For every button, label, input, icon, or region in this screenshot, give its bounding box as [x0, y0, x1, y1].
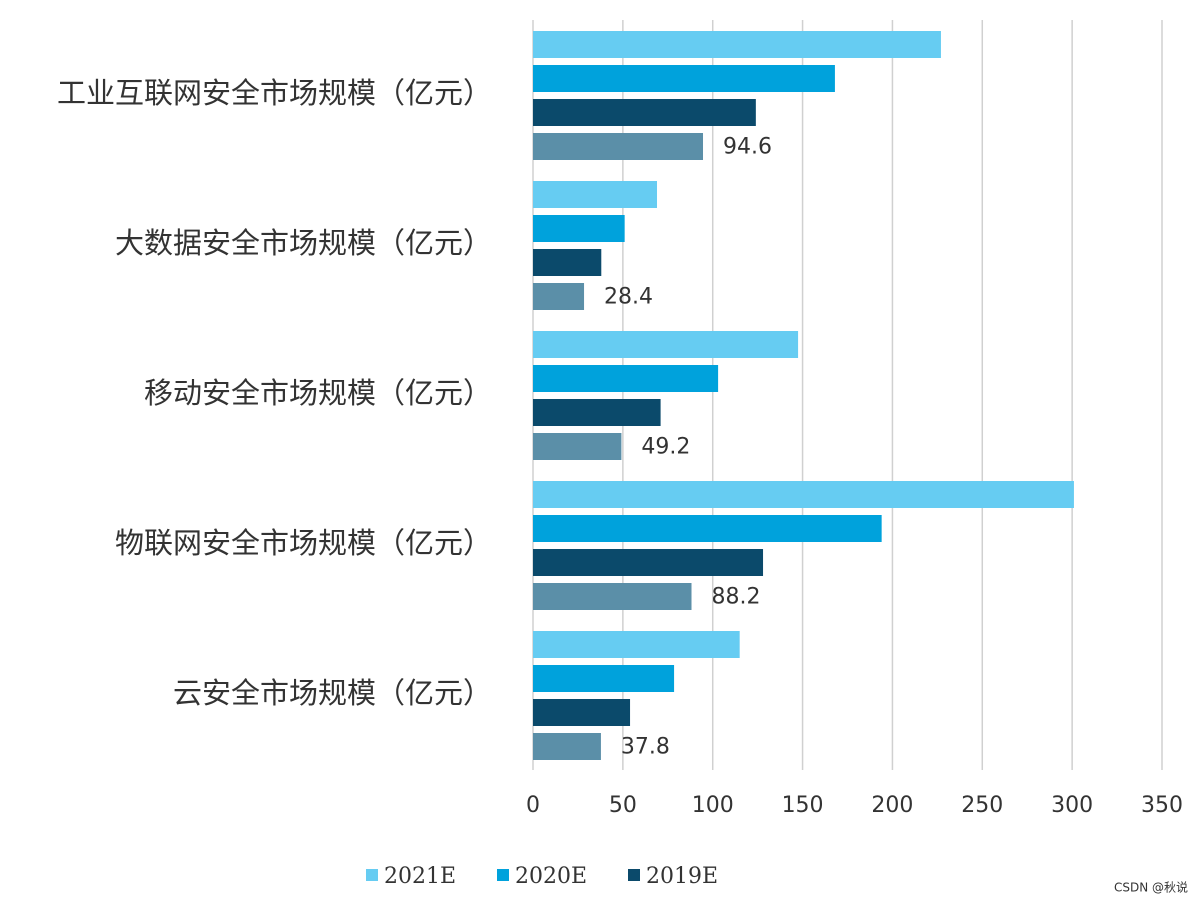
bar: [533, 699, 631, 726]
bar: [533, 583, 692, 610]
legend-swatch: [628, 869, 640, 881]
category-label: 移动安全市场规模（亿元）: [144, 376, 492, 410]
value-label: 28.4: [604, 285, 653, 310]
value-label: 37.8: [621, 735, 670, 760]
bar: [533, 99, 756, 126]
bar: [533, 31, 941, 58]
bar: [533, 631, 740, 658]
bar: [533, 481, 1074, 508]
bar: [533, 283, 585, 310]
value-label: 94.6: [723, 135, 772, 160]
category-label: 云安全市场规模（亿元）: [173, 676, 492, 710]
value-label: 49.2: [641, 435, 690, 460]
bar: [533, 331, 799, 358]
legend-label: 2019E: [646, 864, 718, 889]
legend-label: 2020E: [515, 864, 587, 889]
bar: [533, 249, 602, 276]
x-tick-label: 200: [871, 793, 913, 818]
bar: [533, 181, 658, 208]
category-label: 工业互联网安全市场规模（亿元）: [57, 76, 492, 110]
bar: [533, 665, 675, 692]
bar: [533, 133, 704, 160]
x-tick-label: 150: [782, 793, 824, 818]
bar: [533, 733, 601, 760]
bar: [533, 399, 661, 426]
bar: [533, 65, 835, 92]
category-label: 物联网安全市场规模（亿元）: [115, 526, 492, 560]
bar: [533, 365, 719, 392]
x-tick-label: 300: [1051, 793, 1093, 818]
bar: [533, 515, 882, 542]
x-tick-label: 350: [1141, 793, 1183, 818]
x-tick-label: 0: [526, 793, 540, 818]
bar: [533, 215, 625, 242]
category-label: 大数据安全市场规模（亿元）: [115, 226, 492, 260]
legend-swatch: [497, 869, 509, 881]
bar: [533, 433, 622, 460]
legend-swatch: [366, 869, 378, 881]
x-tick-label: 50: [609, 793, 637, 818]
watermark: CSDN @秋说: [1114, 880, 1188, 895]
x-tick-label: 250: [961, 793, 1003, 818]
value-label: 88.2: [712, 585, 761, 610]
legend-label: 2021E: [384, 864, 456, 889]
x-tick-label: 100: [692, 793, 734, 818]
bar: [533, 549, 764, 576]
